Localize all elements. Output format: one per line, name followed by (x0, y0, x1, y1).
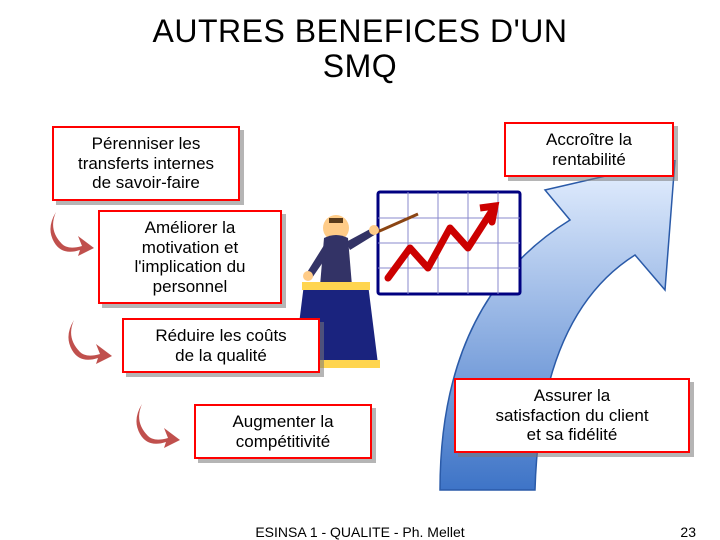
box-perenniser: Pérenniser lestransferts internesde savo… (52, 126, 240, 201)
chart-trend-arrowhead (480, 206, 495, 222)
presenter-hand-left (303, 271, 313, 281)
presenter-chart-illustration (290, 188, 525, 368)
box-ameliorer: Améliorer lamotivation etl'implication d… (98, 210, 282, 304)
chart-trend-line (388, 206, 495, 278)
pointer-stick (332, 214, 418, 252)
presenter-body (320, 235, 352, 286)
footer-text: ESINSA 1 - QUALITE - Ph. Mellet (0, 524, 720, 540)
swoosh-shape-2 (68, 320, 112, 364)
swoosh-shape-3 (136, 404, 180, 448)
title-line-1: AUTRES BENEFICES D'UN (153, 13, 568, 49)
swoosh-arrow-2-icon (66, 316, 114, 364)
presenter-hair (329, 218, 343, 223)
slide: AUTRES BENEFICES D'UN SMQ (0, 0, 720, 540)
presenter-hand-right (369, 225, 379, 235)
swoosh-arrow-1-icon (48, 208, 96, 256)
page-number: 23 (680, 524, 696, 540)
swoosh-shape-1 (50, 212, 94, 256)
title-line-2: SMQ (323, 48, 397, 84)
box-accroitre: Accroître larentabilité (504, 122, 674, 177)
chart-grid (378, 192, 520, 294)
presenter-arm-right (346, 228, 376, 250)
podium-top-trim (302, 282, 370, 290)
presenter-head (323, 215, 349, 241)
box-assurer: Assurer lasatisfaction du clientet sa fi… (454, 378, 690, 453)
chart-board (378, 192, 520, 294)
box-augmenter: Augmenter lacompétitivité (194, 404, 372, 459)
presenter-arm-left (306, 242, 330, 278)
slide-title: AUTRES BENEFICES D'UN SMQ (0, 0, 720, 84)
swoosh-arrow-3-icon (134, 400, 182, 448)
box-reduire: Réduire les coûtsde la qualité (122, 318, 320, 373)
